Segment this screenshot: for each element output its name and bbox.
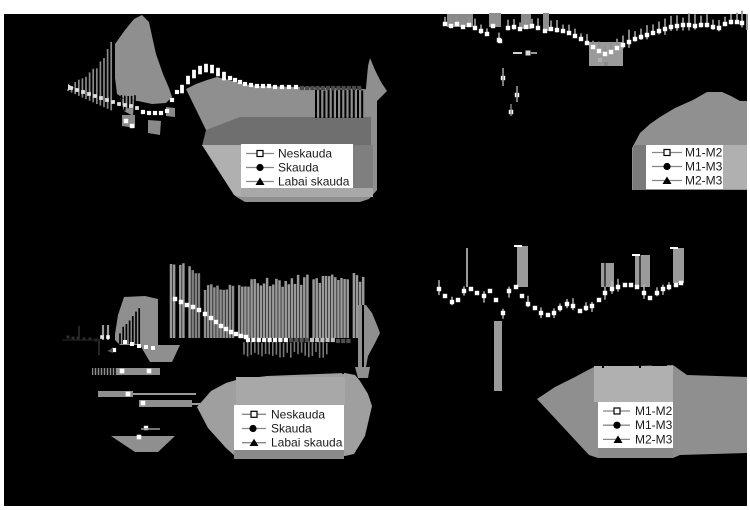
svg-text:Skauda: Skauda	[278, 161, 319, 175]
svg-text:Labai skauda: Labai skauda	[271, 436, 343, 450]
svg-text:M1-M2: M1-M2	[685, 146, 723, 160]
svg-text:Neskauda: Neskauda	[278, 147, 332, 161]
svg-text:Neskauda: Neskauda	[271, 407, 325, 421]
svg-text:Labai skauda: Labai skauda	[278, 175, 350, 189]
svg-text:Skauda: Skauda	[271, 422, 312, 436]
svg-text:M1-M3: M1-M3	[635, 418, 673, 432]
svg-text:M2-M3: M2-M3	[635, 432, 673, 446]
svg-text:M1-M3: M1-M3	[685, 160, 723, 174]
svg-text:M1-M2: M1-M2	[635, 404, 673, 418]
svg-text:M2-M3: M2-M3	[685, 174, 723, 188]
